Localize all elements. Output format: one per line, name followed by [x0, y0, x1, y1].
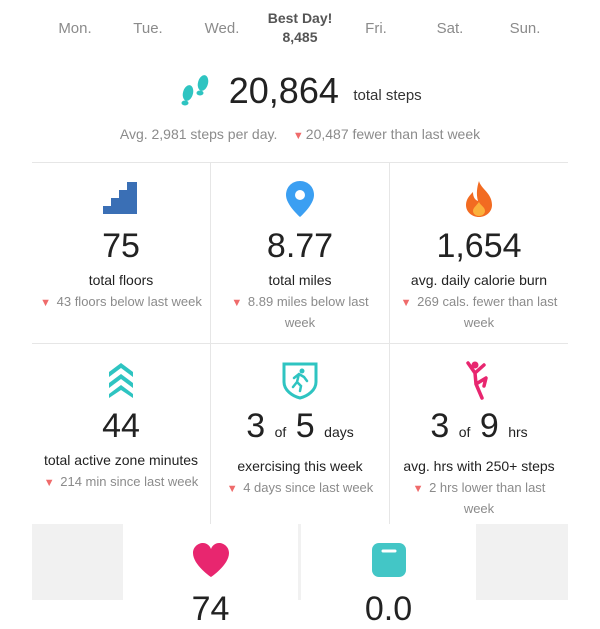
divider — [210, 162, 211, 524]
calories-label: avg. daily calorie burn — [410, 272, 548, 288]
person-pose-icon — [390, 360, 568, 400]
down-arrow-icon: ▼ — [226, 483, 238, 495]
stat-miles[interactable]: 8.77 total miles ▼ 8.89 miles below last… — [211, 180, 389, 333]
best-day[interactable]: Best Day! 8,485 — [250, 10, 350, 45]
weight-card[interactable]: 0.0 — [301, 524, 476, 628]
runner-badge-icon — [211, 360, 389, 400]
exercise-label: exercising this week — [237, 458, 363, 474]
day-tue[interactable]: Tue. — [133, 20, 163, 37]
down-arrow-icon: ▼ — [43, 477, 55, 489]
hourly-compare: ▼ 2 hrs lower than last week — [412, 480, 546, 516]
miles-label: total miles — [268, 272, 332, 288]
location-pin-icon — [211, 180, 389, 220]
day-sat[interactable]: Sat. — [436, 20, 464, 37]
divider — [389, 162, 390, 524]
scale-icon — [371, 542, 407, 583]
steps-compare: 20,487 fewer than last week — [305, 126, 481, 142]
divider — [32, 343, 568, 344]
floors-label: total floors — [88, 272, 154, 288]
chevrons-up-icon — [32, 360, 210, 400]
azm-value: 44 — [102, 407, 140, 445]
heart-rate-card[interactable]: 74 — [123, 524, 298, 628]
down-arrow-icon: ▼ — [412, 483, 424, 495]
miles-value: 8.77 — [266, 227, 334, 265]
steps-unit: total steps — [353, 86, 422, 104]
total-steps: 20,864 total steps — [0, 70, 600, 112]
day-fri[interactable]: Fri. — [365, 20, 387, 37]
steps-average: Avg. 2,981 steps per day. — [119, 126, 278, 142]
stat-calories[interactable]: 1,654 avg. daily calorie burn ▼ 269 cals… — [390, 180, 568, 333]
exercise-value: 3 of 5 days — [246, 407, 354, 445]
stat-hourly-steps[interactable]: 3 of 9 hrs avg. hrs with 250+ steps ▼ 2 … — [390, 360, 568, 519]
flame-icon — [390, 180, 568, 220]
down-arrow-icon: ▼ — [231, 297, 243, 309]
best-day-label: Best Day! — [267, 10, 333, 26]
day-mon[interactable]: Mon. — [58, 20, 92, 37]
divider — [32, 162, 568, 163]
azm-compare: ▼ 214 min since last week — [43, 474, 199, 489]
hourly-value: 3 of 9 hrs — [430, 407, 528, 445]
stat-exercise-days[interactable]: 3 of 5 days exercising this week ▼ 4 day… — [211, 360, 389, 499]
stat-active-zone-minutes[interactable]: 44 total active zone minutes ▼ 214 min s… — [32, 360, 210, 493]
down-arrow-icon: ▼ — [292, 130, 304, 142]
day-wed[interactable]: Wed. — [204, 20, 240, 37]
bottom-section — [32, 524, 568, 600]
best-day-value: 8,485 — [282, 29, 318, 45]
calories-value: 1,654 — [436, 227, 522, 265]
down-arrow-icon: ▼ — [400, 297, 412, 309]
calories-compare: ▼ 269 cals. fewer than last week — [400, 294, 558, 330]
steps-summary: Avg. 2,981 steps per day. ▼ 20,487 fewer … — [0, 126, 600, 142]
azm-label: total active zone minutes — [43, 452, 199, 468]
down-arrow-icon: ▼ — [40, 297, 51, 309]
day-sun[interactable]: Sun. — [509, 20, 541, 37]
miles-compare: ▼ 8.89 miles below last week — [231, 294, 369, 330]
footsteps-icon — [178, 72, 214, 111]
heart-icon — [191, 542, 231, 583]
heart-rate-value: 74 — [191, 590, 230, 628]
stat-floors[interactable]: 75 total floors ▼ 43 floors below last w… — [32, 180, 210, 313]
hourly-label: avg. hrs with 250+ steps — [403, 458, 555, 474]
stairs-icon — [32, 180, 210, 220]
exercise-compare: ▼ 4 days since last week — [226, 480, 374, 495]
floors-value: 75 — [102, 227, 140, 265]
steps-value: 20,864 — [228, 70, 339, 111]
week-day-strip: Mon. Tue. Wed. Best Day! 8,485 Fri. Sat.… — [0, 0, 600, 60]
weight-value: 0.0 — [364, 590, 413, 628]
floors-compare: ▼ 43 floors below last week — [40, 294, 202, 309]
